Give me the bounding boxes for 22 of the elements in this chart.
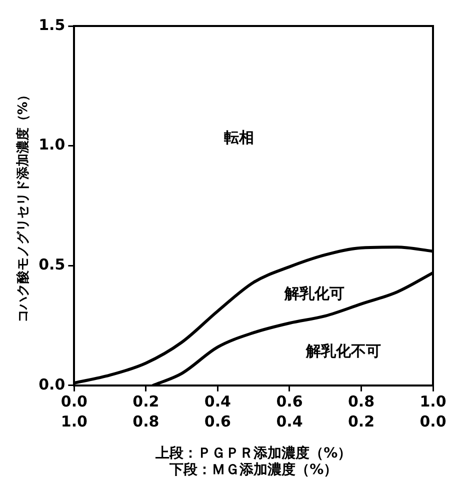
y-tick-label: 1.5 <box>38 16 66 34</box>
x-tick-label: 0.8 <box>348 392 375 410</box>
x2-tick-label: 0.2 <box>348 412 375 430</box>
annotation: 解乳化可 <box>284 284 345 302</box>
annotation: 転相 <box>224 128 254 146</box>
x-tick-label: 0.2 <box>132 392 160 410</box>
x-tick-label: 1.0 <box>420 392 446 410</box>
x2-axis-title: 下段：ＭＧ添加濃度（%） <box>168 461 338 478</box>
y-tick-label: 0.0 <box>38 375 66 394</box>
x-tick-label: 0.0 <box>60 392 88 410</box>
x2-tick-label: 0.6 <box>204 412 231 430</box>
x-axis-title: 上段：ＰＧＰＲ添加濃度（%） <box>154 444 352 462</box>
annotation: 解乳化不可 <box>304 342 381 360</box>
y-tick-label: 0.5 <box>38 255 66 274</box>
x-tick-label: 0.6 <box>276 392 303 410</box>
x2-tick-label: 0.4 <box>276 412 303 430</box>
x2-tick-label: 1.0 <box>60 412 88 430</box>
x-tick-label: 0.4 <box>204 392 231 410</box>
x2-tick-label: 0.8 <box>132 412 160 430</box>
y-axis-title: コハク酸モノグリセリド添加濃度（%） <box>15 88 32 323</box>
x2-tick-label: 0.0 <box>420 412 446 430</box>
y-tick-label: 1.0 <box>38 136 66 154</box>
